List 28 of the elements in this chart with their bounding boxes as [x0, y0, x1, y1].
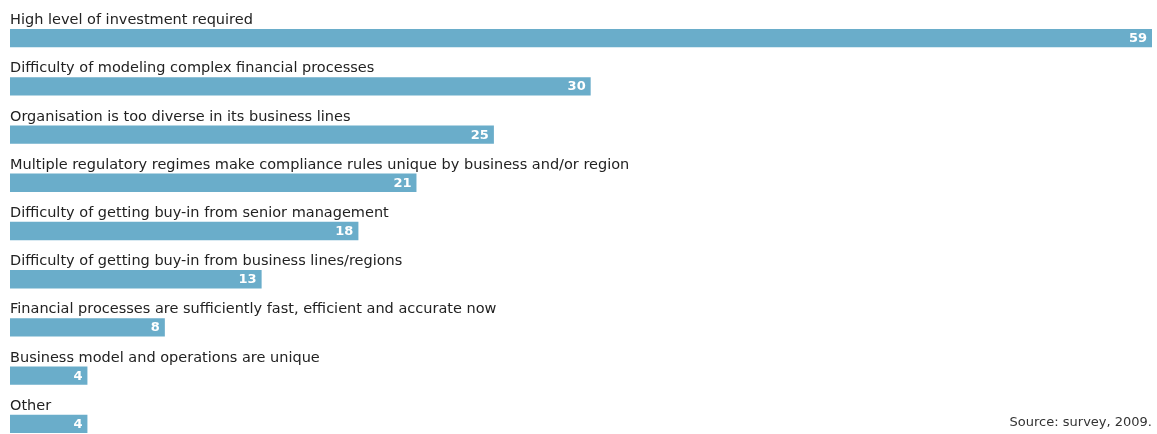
data-label: 13 [238, 271, 257, 287]
bar [10, 221, 359, 241]
y-tick-label: Business model and operations are unique [10, 348, 320, 365]
y-tick-label: Difficulty of getting buy-in from senior management [10, 204, 390, 220]
bar [10, 318, 165, 337]
y-tick-label: High level of investment required [10, 11, 253, 28]
bar [10, 125, 494, 144]
y-tick-label: Financial processes are sufficiently fast, efficient and accurate now [10, 300, 497, 317]
data-label: 21 [393, 174, 412, 190]
data-label: 18 [335, 223, 354, 238]
bar [10, 28, 1152, 48]
bar [10, 270, 262, 289]
bar [10, 366, 88, 385]
data-label: 30 [567, 78, 586, 94]
y-tick-label: Difficulty of modeling complex financial processes [10, 59, 375, 76]
bar [10, 414, 88, 434]
y-tick-label: Other [10, 396, 52, 413]
data-label: 4 [73, 367, 83, 383]
data-label: 25 [470, 126, 489, 142]
y-tick-label: Difficulty of getting buy-in from business lines/regions [10, 252, 403, 269]
bar [10, 77, 591, 96]
y-tick-label: Multiple regulatory regimes make compliance rules unique by business and/or region [10, 155, 630, 172]
y-tick-label: Organisation is too diverse in its business lines [10, 107, 351, 124]
data-label: 8 [150, 319, 160, 335]
bar [10, 173, 417, 192]
data-label: 59 [1128, 30, 1147, 46]
data-label: 4 [73, 415, 83, 431]
annotation: Source: survey, 2009. [1009, 413, 1152, 429]
